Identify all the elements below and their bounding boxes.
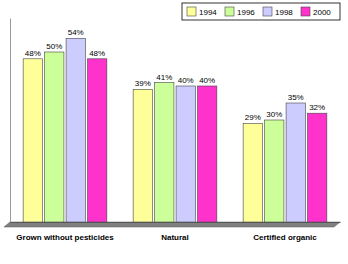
floor: [4, 222, 340, 227]
bar: [133, 89, 152, 222]
bar: [243, 123, 262, 222]
legend-swatch: [301, 7, 310, 16]
data-label: 39%: [135, 79, 151, 88]
data-label: 50%: [46, 42, 62, 51]
data-label: 29%: [245, 113, 261, 122]
legend-item: 2000: [301, 7, 331, 17]
bar: [176, 86, 195, 222]
data-label: 30%: [266, 110, 282, 119]
bar: [23, 59, 42, 222]
legend-label: 2000: [313, 8, 331, 17]
data-label: 40%: [178, 76, 194, 85]
x-tick-label: Natural: [161, 233, 189, 242]
data-label: 54%: [68, 28, 84, 37]
x-axis-line: [11, 222, 341, 223]
legend-swatch: [225, 7, 234, 16]
bar: [265, 120, 284, 222]
bar: [66, 38, 85, 222]
x-tick-label: Certified organic: [253, 233, 317, 242]
data-label: 40%: [199, 76, 215, 85]
plot: 48% 39% 29% 50% 41% 30% 54% 40% 35% 48% 40% 32% Grow…: [4, 19, 341, 243]
legend-swatch: [187, 7, 196, 16]
legend-label: 1994: [199, 8, 217, 17]
data-labels: 48% 39% 29% 50% 41% 30% 54% 40% 35% 48% 40% 32%: [25, 28, 325, 122]
bar: [308, 113, 327, 222]
legend-label: 1996: [237, 8, 255, 17]
x-tick-label: Grown without pesticides: [16, 233, 114, 242]
data-label: 35%: [288, 93, 304, 102]
x-tick: Natural: [161, 233, 189, 242]
y-axis-line: [10, 19, 11, 223]
data-label: 48%: [25, 49, 41, 58]
legend-swatch: [263, 7, 272, 16]
chart: 48% 39% 29% 50% 41% 30% 54% 40% 35% 48% 40% 32% Grow…: [0, 0, 348, 264]
bar: [155, 83, 174, 222]
legend-item: 1996: [225, 7, 255, 17]
bar: [45, 52, 64, 222]
legend-box: [182, 3, 340, 20]
x-tick: Grown without pesticides: [16, 233, 114, 242]
data-label: 41%: [156, 73, 172, 82]
legend: 1994 1996 1998 2000: [182, 3, 340, 20]
legend-label: 1998: [275, 8, 293, 17]
x-tick: Certified organic: [253, 233, 317, 242]
bar: [286, 103, 305, 222]
bar: [198, 86, 217, 222]
x-axis: Grown without pesticides Natural Certified…: [11, 223, 341, 243]
legend-item: 1998: [263, 7, 293, 17]
bars: [23, 38, 327, 222]
y-axis: [10, 19, 11, 223]
legend-item: 1994: [187, 7, 217, 17]
data-label: 48%: [89, 49, 105, 58]
bar: [88, 59, 107, 222]
data-label: 32%: [309, 103, 325, 112]
